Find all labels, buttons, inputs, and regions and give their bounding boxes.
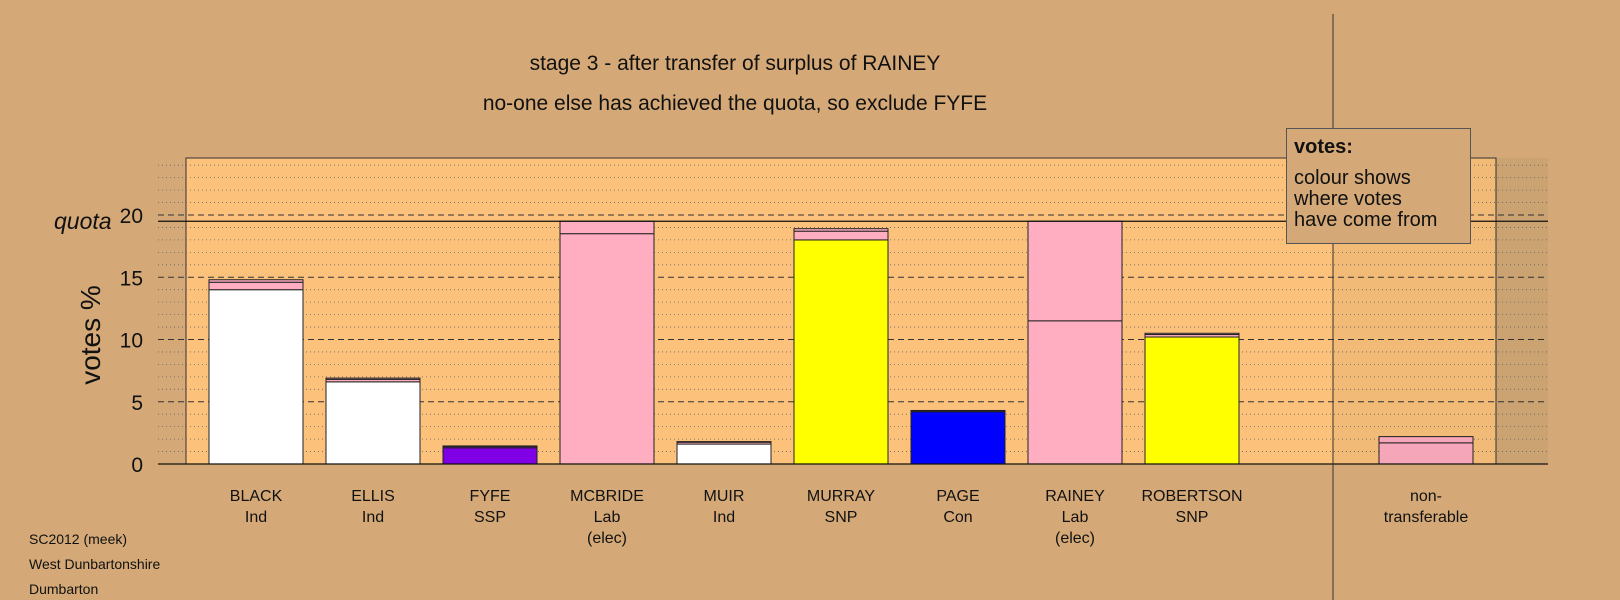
bar-segment bbox=[910, 409, 1006, 412]
chart-title: stage 3 - after transfer of surplus of R… bbox=[529, 52, 941, 75]
bar-segment bbox=[325, 377, 421, 380]
x-tick-label: BLACK bbox=[230, 488, 283, 505]
x-tick-note: (elec) bbox=[587, 530, 627, 547]
bar-segment bbox=[1144, 332, 1240, 336]
x-tick-label: PAGE bbox=[936, 488, 979, 505]
y-axis-label: votes % bbox=[75, 285, 106, 385]
x-tick-party: SNP bbox=[1176, 509, 1209, 526]
x-tick-label: RAINEY bbox=[1045, 488, 1105, 505]
legend-line: where votes bbox=[1294, 188, 1402, 210]
y-tick-label: 20 bbox=[120, 205, 143, 228]
x-tick-label: non- bbox=[1410, 488, 1442, 505]
bar-segment bbox=[325, 381, 421, 465]
bar-segment bbox=[1027, 220, 1123, 322]
bar-segment bbox=[676, 441, 772, 443]
legend-title: votes: bbox=[1294, 136, 1353, 158]
bar-segment bbox=[1144, 336, 1240, 465]
x-tick-label: MCBRIDE bbox=[570, 488, 644, 505]
legend-box: votes: colour shows where votes have com… bbox=[1286, 128, 1471, 244]
bar-segment bbox=[442, 447, 538, 465]
x-tick-label: transferable bbox=[1384, 509, 1469, 526]
footer-council: West Dunbartonshire bbox=[29, 556, 161, 572]
footer-ward: Dumbarton bbox=[29, 581, 99, 597]
bar-segment bbox=[793, 228, 889, 232]
x-tick-party: Lab bbox=[594, 509, 621, 526]
bar-segment bbox=[1027, 320, 1123, 465]
x-tick-party: Ind bbox=[245, 509, 267, 526]
y-tick-label: 5 bbox=[131, 392, 143, 415]
x-tick-note: (elec) bbox=[1055, 530, 1095, 547]
x-tick-party: SSP bbox=[474, 509, 506, 526]
x-tick-label: ELLIS bbox=[351, 488, 395, 505]
bar-segment bbox=[559, 233, 655, 465]
bar-segment bbox=[208, 281, 304, 291]
x-tick-label: MUIR bbox=[704, 488, 745, 505]
bar-segment bbox=[208, 289, 304, 465]
quota-label: quota bbox=[54, 208, 112, 234]
bar-segment bbox=[793, 230, 889, 241]
x-tick-label: MURRAY bbox=[807, 488, 875, 505]
chart-subtitle: no-one else has achieved the quota, so e… bbox=[482, 92, 988, 115]
x-tick-party: SNP bbox=[825, 509, 858, 526]
x-tick-party: Ind bbox=[713, 509, 735, 526]
bar-segment bbox=[208, 279, 304, 283]
bar-segment bbox=[442, 445, 538, 448]
x-tick-label: ROBERTSON bbox=[1141, 488, 1242, 505]
footer-election: SC2012 (meek) bbox=[29, 531, 128, 547]
y-tick-label: 15 bbox=[120, 267, 143, 290]
bar-segment-nontransferable bbox=[1378, 436, 1474, 444]
bar-segment bbox=[559, 220, 655, 235]
legend-line: colour shows bbox=[1294, 167, 1411, 189]
y-tick-label: 10 bbox=[120, 330, 143, 353]
y-tick-label: 0 bbox=[131, 454, 143, 477]
bar-segment bbox=[676, 443, 772, 465]
legend-line: have come from bbox=[1294, 209, 1438, 231]
x-tick-party: Con bbox=[943, 509, 972, 526]
x-tick-party: Ind bbox=[362, 509, 384, 526]
bar-segment bbox=[793, 239, 889, 465]
x-tick-party: Lab bbox=[1062, 509, 1089, 526]
bar-segment bbox=[910, 411, 1006, 465]
x-tick-label: FYFE bbox=[470, 488, 511, 505]
